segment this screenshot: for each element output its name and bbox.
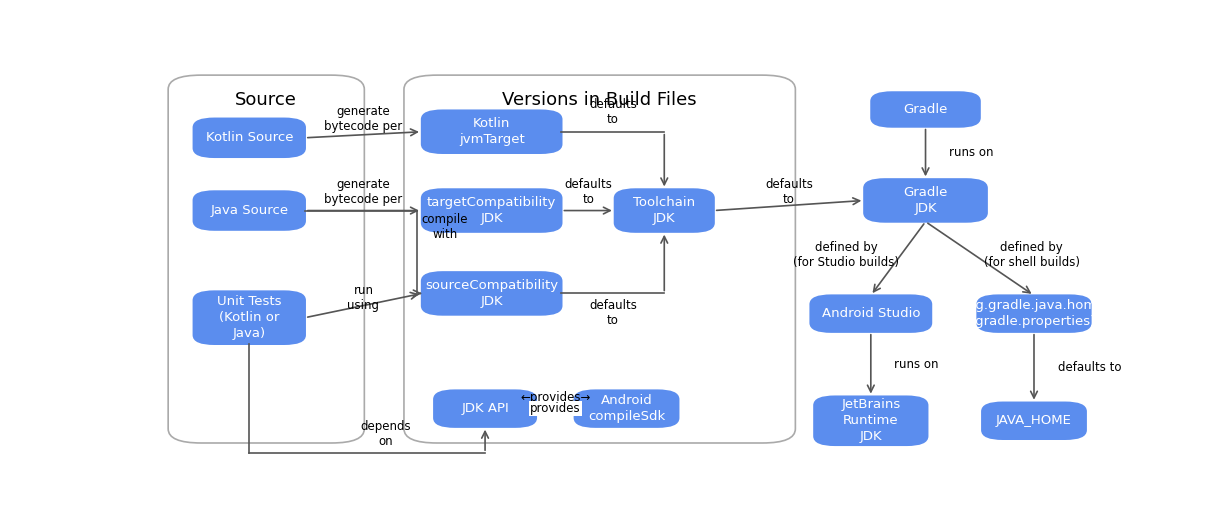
Text: runs on: runs on xyxy=(894,358,938,371)
FancyBboxPatch shape xyxy=(194,119,305,157)
Text: defaults
to: defaults to xyxy=(589,299,636,327)
Text: Toolchain
JDK: Toolchain JDK xyxy=(633,196,695,225)
Text: Gradle: Gradle xyxy=(903,103,948,116)
Text: JAVA_HOME: JAVA_HOME xyxy=(996,414,1072,427)
Text: Kotlin
jvmTarget: Kotlin jvmTarget xyxy=(459,117,525,146)
Text: Kotlin Source: Kotlin Source xyxy=(206,131,293,144)
Text: Android
compileSdk: Android compileSdk xyxy=(588,394,666,423)
FancyBboxPatch shape xyxy=(404,75,796,443)
Text: org.gradle.java.home
(gradle.properties): org.gradle.java.home (gradle.properties) xyxy=(963,299,1105,328)
Text: defaults
to: defaults to xyxy=(565,177,612,206)
Text: runs on: runs on xyxy=(949,146,993,160)
FancyBboxPatch shape xyxy=(422,110,561,153)
FancyBboxPatch shape xyxy=(982,403,1086,439)
Text: depends
on: depends on xyxy=(360,420,411,448)
Text: Versions in Build Files: Versions in Build Files xyxy=(503,91,697,109)
Text: generate
bytecode per: generate bytecode per xyxy=(324,177,403,206)
FancyBboxPatch shape xyxy=(871,92,980,127)
Text: Android Studio: Android Studio xyxy=(821,307,920,320)
Text: Java Source: Java Source xyxy=(211,204,288,217)
FancyBboxPatch shape xyxy=(422,272,561,314)
FancyBboxPatch shape xyxy=(168,75,364,443)
FancyBboxPatch shape xyxy=(814,396,927,445)
Text: defaults
to: defaults to xyxy=(765,177,813,206)
FancyBboxPatch shape xyxy=(194,291,305,344)
Text: run
using: run using xyxy=(347,284,380,312)
FancyBboxPatch shape xyxy=(434,391,535,427)
FancyBboxPatch shape xyxy=(864,179,987,222)
Text: compile
with: compile with xyxy=(422,213,469,241)
Text: generate
bytecode per: generate bytecode per xyxy=(324,105,403,133)
Text: Source: Source xyxy=(235,91,297,109)
Text: sourceCompatibility
JDK: sourceCompatibility JDK xyxy=(425,279,559,308)
Text: Unit Tests
(Kotlin or
Java): Unit Tests (Kotlin or Java) xyxy=(217,295,281,340)
FancyBboxPatch shape xyxy=(977,296,1090,332)
Text: defaults
to: defaults to xyxy=(589,99,636,127)
Text: provides: provides xyxy=(531,402,581,415)
FancyBboxPatch shape xyxy=(615,190,714,232)
Text: Gradle
JDK: Gradle JDK xyxy=(903,186,948,215)
Text: targetCompatibility
JDK: targetCompatibility JDK xyxy=(427,196,556,225)
Text: JDK API: JDK API xyxy=(461,402,509,415)
Text: defined by
(for Studio builds): defined by (for Studio builds) xyxy=(793,240,899,268)
Text: defined by
(for shell builds): defined by (for shell builds) xyxy=(983,240,1079,268)
Text: defaults to: defaults to xyxy=(1058,361,1121,374)
FancyBboxPatch shape xyxy=(194,191,305,230)
FancyBboxPatch shape xyxy=(422,190,561,232)
FancyBboxPatch shape xyxy=(811,296,931,332)
FancyBboxPatch shape xyxy=(574,391,678,427)
Text: ←provides→: ←provides→ xyxy=(520,391,590,404)
Text: JetBrains
Runtime
JDK: JetBrains Runtime JDK xyxy=(841,398,901,443)
